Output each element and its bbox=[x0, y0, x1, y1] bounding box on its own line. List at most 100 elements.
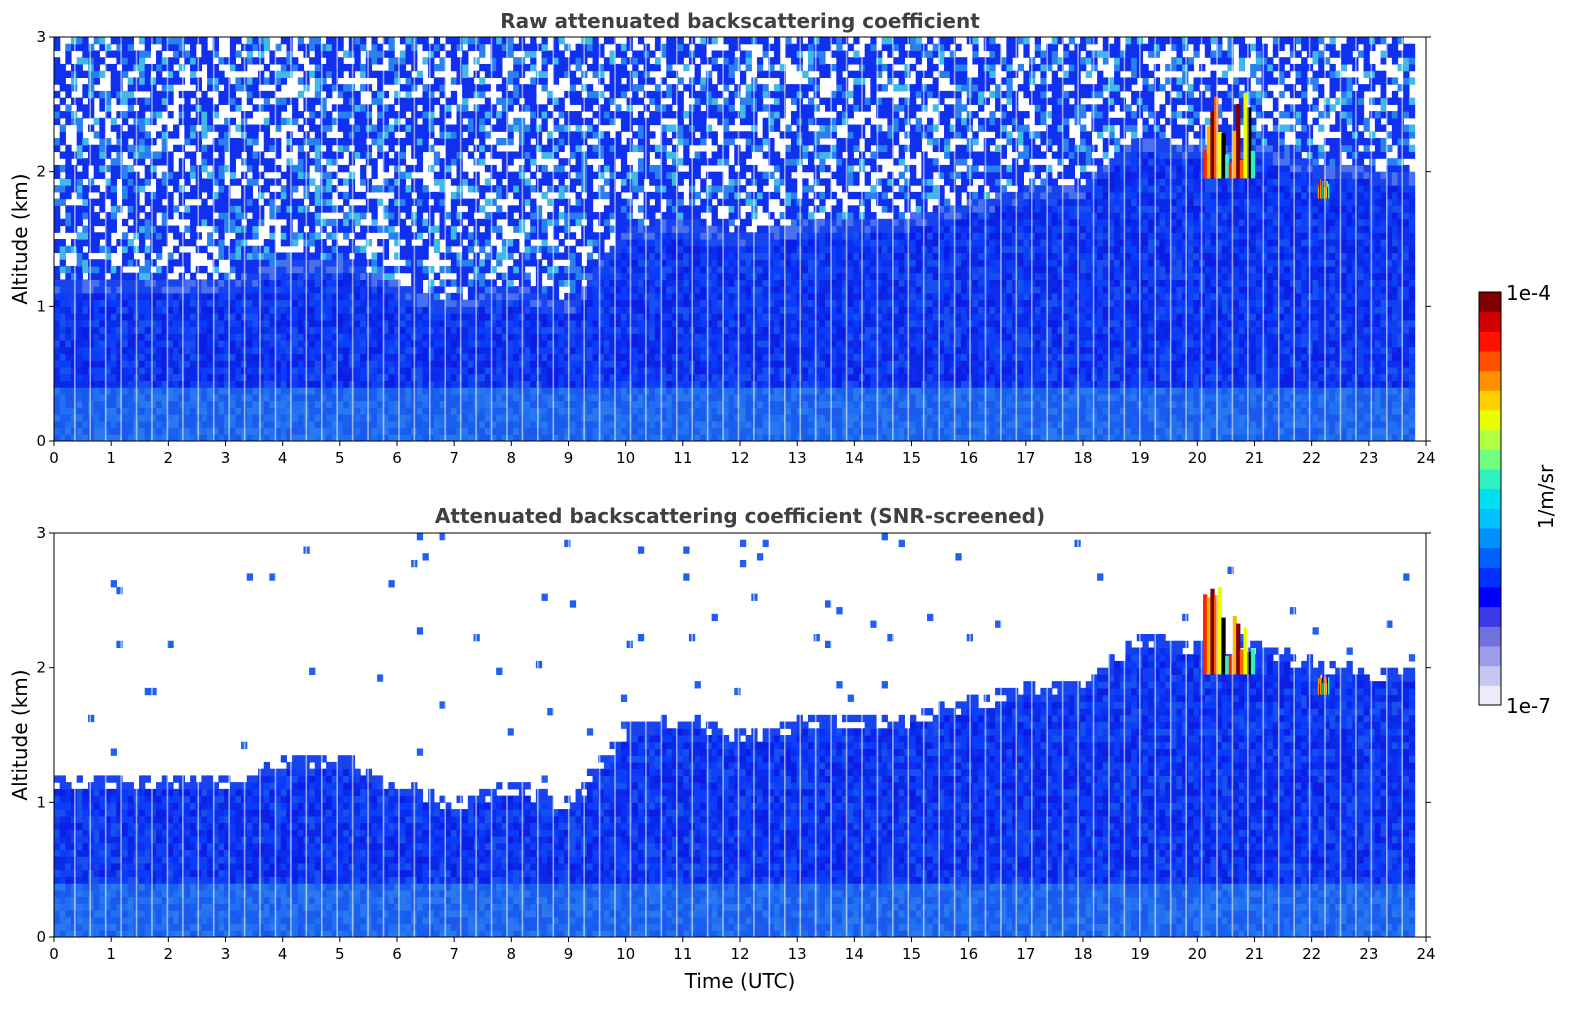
top-heatmap-cell bbox=[535, 380, 543, 388]
top-heatmap-cell bbox=[620, 333, 628, 341]
top-heatmap-cell bbox=[99, 373, 106, 381]
top-heatmap-cell bbox=[218, 420, 225, 429]
top-heatmap-cell bbox=[269, 138, 276, 146]
top-heatmap-cell bbox=[343, 212, 350, 220]
top-heatmap-cell bbox=[275, 124, 282, 132]
top-heatmap-cell bbox=[535, 387, 543, 395]
top-heatmap-cell bbox=[530, 111, 537, 119]
top-heatmap-cell bbox=[82, 158, 89, 166]
top-heatmap-cell bbox=[252, 232, 259, 240]
top-heatmap-cell bbox=[490, 225, 497, 233]
top-heatmap-cell bbox=[218, 77, 225, 85]
top-heatmap-cell bbox=[564, 212, 571, 220]
top-heatmap-cell bbox=[59, 131, 66, 139]
top-heatmap-cell bbox=[207, 279, 214, 287]
top-heatmap-cell bbox=[382, 400, 390, 408]
top-heatmap-cell bbox=[167, 252, 174, 260]
top-heatmap-cell bbox=[456, 77, 463, 85]
top-heatmap-cell bbox=[65, 205, 72, 213]
top-heatmap-cell bbox=[292, 138, 299, 146]
top-heatmap-cell bbox=[99, 97, 106, 105]
top-heatmap-cell bbox=[479, 138, 486, 146]
top-heatmap-cell bbox=[139, 380, 146, 388]
top-heatmap-cell bbox=[82, 225, 89, 233]
top-heatmap-cell bbox=[371, 380, 378, 388]
top-heatmap-cell bbox=[547, 380, 554, 388]
top-heatmap-cell bbox=[450, 57, 458, 65]
top-heatmap-cell bbox=[535, 185, 543, 193]
top-heatmap-cell bbox=[575, 292, 582, 301]
top-heatmap-cell bbox=[269, 400, 276, 408]
top-heatmap-cell bbox=[558, 326, 565, 334]
top-heatmap-cell bbox=[496, 306, 503, 314]
top-heatmap-cell bbox=[484, 292, 492, 301]
top-heatmap-cell bbox=[246, 111, 254, 119]
top-heatmap-cell bbox=[632, 272, 639, 280]
top-heatmap-cell bbox=[632, 346, 639, 355]
top-heatmap-cell bbox=[592, 360, 599, 368]
top-heatmap-cell bbox=[235, 84, 242, 92]
top-heatmap-cell bbox=[127, 104, 134, 112]
top-heatmap-cell bbox=[331, 333, 339, 341]
top-heatmap-cell bbox=[524, 138, 531, 146]
top-heatmap-cell bbox=[439, 360, 446, 368]
top-heatmap-cell bbox=[394, 333, 401, 341]
top-heatmap-cell bbox=[547, 326, 554, 334]
top-heatmap-cell bbox=[116, 77, 123, 85]
top-heatmap-cell bbox=[144, 393, 151, 402]
top-heatmap-cell bbox=[161, 380, 168, 388]
top-heatmap-cell bbox=[479, 185, 486, 193]
top-heatmap-cell bbox=[615, 212, 622, 220]
top-heatmap-cell bbox=[286, 319, 293, 328]
top-heatmap-cell bbox=[609, 57, 616, 65]
top-heatmap-cell bbox=[190, 151, 197, 159]
top-heatmap-cell bbox=[258, 373, 265, 381]
top-heatmap-cell bbox=[184, 286, 191, 294]
top-heatmap-cell bbox=[201, 50, 208, 58]
top-heatmap-cell bbox=[530, 326, 537, 334]
top-heatmap-cell bbox=[388, 434, 395, 441]
top-heatmap-cell bbox=[416, 259, 424, 267]
top-heatmap-cell bbox=[99, 198, 106, 206]
top-heatmap-cell bbox=[615, 171, 622, 179]
top-heatmap-cell bbox=[314, 138, 322, 146]
top-heatmap-cell bbox=[450, 198, 458, 206]
top-heatmap-cell bbox=[150, 239, 157, 247]
top-heatmap-cell bbox=[422, 333, 429, 341]
top-heatmap-cell bbox=[190, 340, 197, 348]
top-heatmap-cell bbox=[93, 333, 100, 341]
top-heatmap-cell bbox=[575, 77, 582, 85]
top-heatmap-cell bbox=[218, 57, 225, 65]
top-heatmap-cell bbox=[450, 427, 458, 435]
top-heatmap-cell bbox=[224, 191, 231, 200]
top-heatmap-cell bbox=[620, 272, 628, 280]
top-heatmap-cell bbox=[190, 43, 197, 52]
top-heatmap-cell bbox=[603, 252, 611, 260]
top-heatmap-cell bbox=[343, 117, 350, 126]
top-heatmap-cell bbox=[479, 360, 486, 368]
top-heatmap-cell bbox=[405, 97, 412, 105]
top-heatmap-cell bbox=[76, 191, 83, 200]
top-heatmap-cell bbox=[530, 259, 537, 267]
top-heatmap-cell bbox=[144, 252, 151, 260]
top-heatmap-cell bbox=[246, 434, 254, 441]
top-heatmap-cell bbox=[586, 37, 594, 45]
top-heatmap-cell bbox=[479, 104, 486, 112]
top-heatmap-cell bbox=[297, 259, 305, 267]
top-heatmap-cell bbox=[450, 373, 458, 381]
top-heatmap-cell bbox=[150, 191, 157, 200]
top-heatmap-cell bbox=[354, 272, 361, 280]
top-heatmap-cell bbox=[365, 259, 373, 267]
top-heatmap-cell bbox=[620, 117, 628, 126]
top-heatmap-cell bbox=[388, 313, 395, 321]
top-heatmap-cell bbox=[354, 97, 361, 105]
top-heatmap-cell bbox=[320, 43, 327, 52]
top-heatmap-cell bbox=[320, 124, 327, 132]
top-heatmap-cell bbox=[161, 265, 168, 274]
top-heatmap-cell bbox=[184, 279, 191, 287]
top-heatmap-cell bbox=[54, 37, 61, 45]
top-heatmap-cell bbox=[320, 198, 327, 206]
top-heatmap-cell bbox=[178, 171, 185, 179]
top-heatmap-cell bbox=[116, 90, 123, 99]
top-heatmap-cell bbox=[218, 407, 225, 415]
